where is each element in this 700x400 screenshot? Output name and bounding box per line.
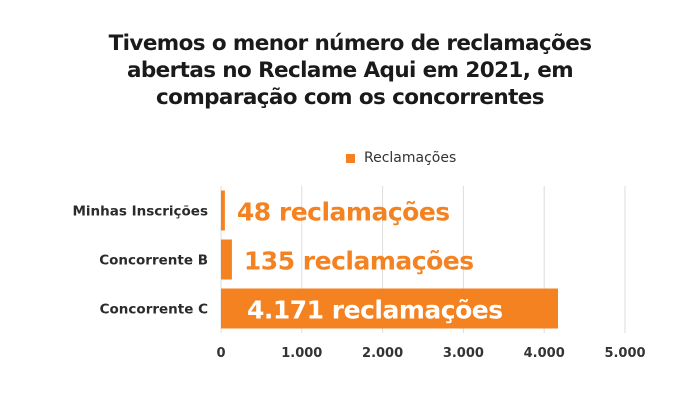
data-label: 48 reclamações: [237, 198, 450, 227]
x-tick-label: 5.000: [604, 346, 645, 361]
x-tick-label: 1.000: [281, 346, 322, 361]
chart-title: Tivemos o menor número de reclamações ab…: [0, 30, 700, 111]
chart-title-line-1: Tivemos o menor número de reclamações: [108, 31, 592, 56]
data-label: 4.171 reclamações: [247, 296, 503, 325]
bar: [221, 288, 559, 329]
category-label: Concorrente B: [99, 253, 208, 269]
chart-title-line-3: comparação com os concorrentes: [156, 85, 545, 110]
bar: [221, 239, 232, 280]
legend-label: Reclamações: [364, 150, 457, 166]
x-tick-label: 0: [216, 346, 225, 361]
chart-title-line-2: abertas no Reclame Aqui em 2021, em: [126, 58, 574, 83]
data-label: 135 reclamações: [244, 247, 474, 276]
bar: [221, 190, 225, 231]
legend-swatch: [346, 153, 355, 163]
category-label: Minhas Inscrições: [72, 204, 208, 220]
x-tick-label: 4.000: [524, 346, 565, 361]
x-tick-label: 2.000: [362, 346, 403, 361]
chart-legend: Reclamações: [346, 150, 456, 166]
x-tick-label: 3.000: [443, 346, 484, 361]
category-label: Concorrente C: [100, 302, 208, 318]
